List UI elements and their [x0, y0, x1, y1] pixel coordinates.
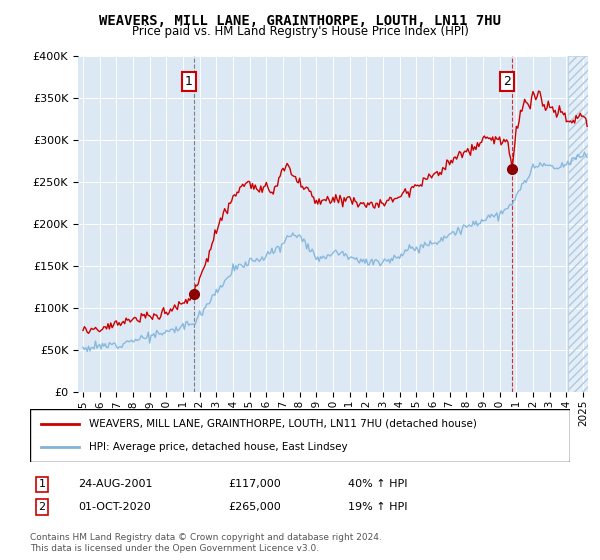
Text: WEAVERS, MILL LANE, GRAINTHORPE, LOUTH, LN11 7HU (detached house): WEAVERS, MILL LANE, GRAINTHORPE, LOUTH, …: [89, 419, 477, 429]
Text: 19% ↑ HPI: 19% ↑ HPI: [348, 502, 407, 512]
Text: 24-AUG-2001: 24-AUG-2001: [78, 479, 152, 489]
Text: 1: 1: [185, 74, 193, 88]
Bar: [568, 56, 596, 392]
FancyBboxPatch shape: [30, 409, 570, 462]
Text: Contains HM Land Registry data © Crown copyright and database right 2024.
This d: Contains HM Land Registry data © Crown c…: [30, 533, 382, 553]
Text: 2: 2: [38, 502, 46, 512]
Bar: [568, 56, 596, 392]
Text: £117,000: £117,000: [228, 479, 281, 489]
Text: 2: 2: [503, 74, 511, 88]
Text: HPI: Average price, detached house, East Lindsey: HPI: Average price, detached house, East…: [89, 442, 348, 452]
Text: 01-OCT-2020: 01-OCT-2020: [78, 502, 151, 512]
Text: 1: 1: [38, 479, 46, 489]
Text: Price paid vs. HM Land Registry's House Price Index (HPI): Price paid vs. HM Land Registry's House …: [131, 25, 469, 38]
Text: £265,000: £265,000: [228, 502, 281, 512]
Text: 40% ↑ HPI: 40% ↑ HPI: [348, 479, 407, 489]
Text: WEAVERS, MILL LANE, GRAINTHORPE, LOUTH, LN11 7HU: WEAVERS, MILL LANE, GRAINTHORPE, LOUTH, …: [99, 14, 501, 28]
